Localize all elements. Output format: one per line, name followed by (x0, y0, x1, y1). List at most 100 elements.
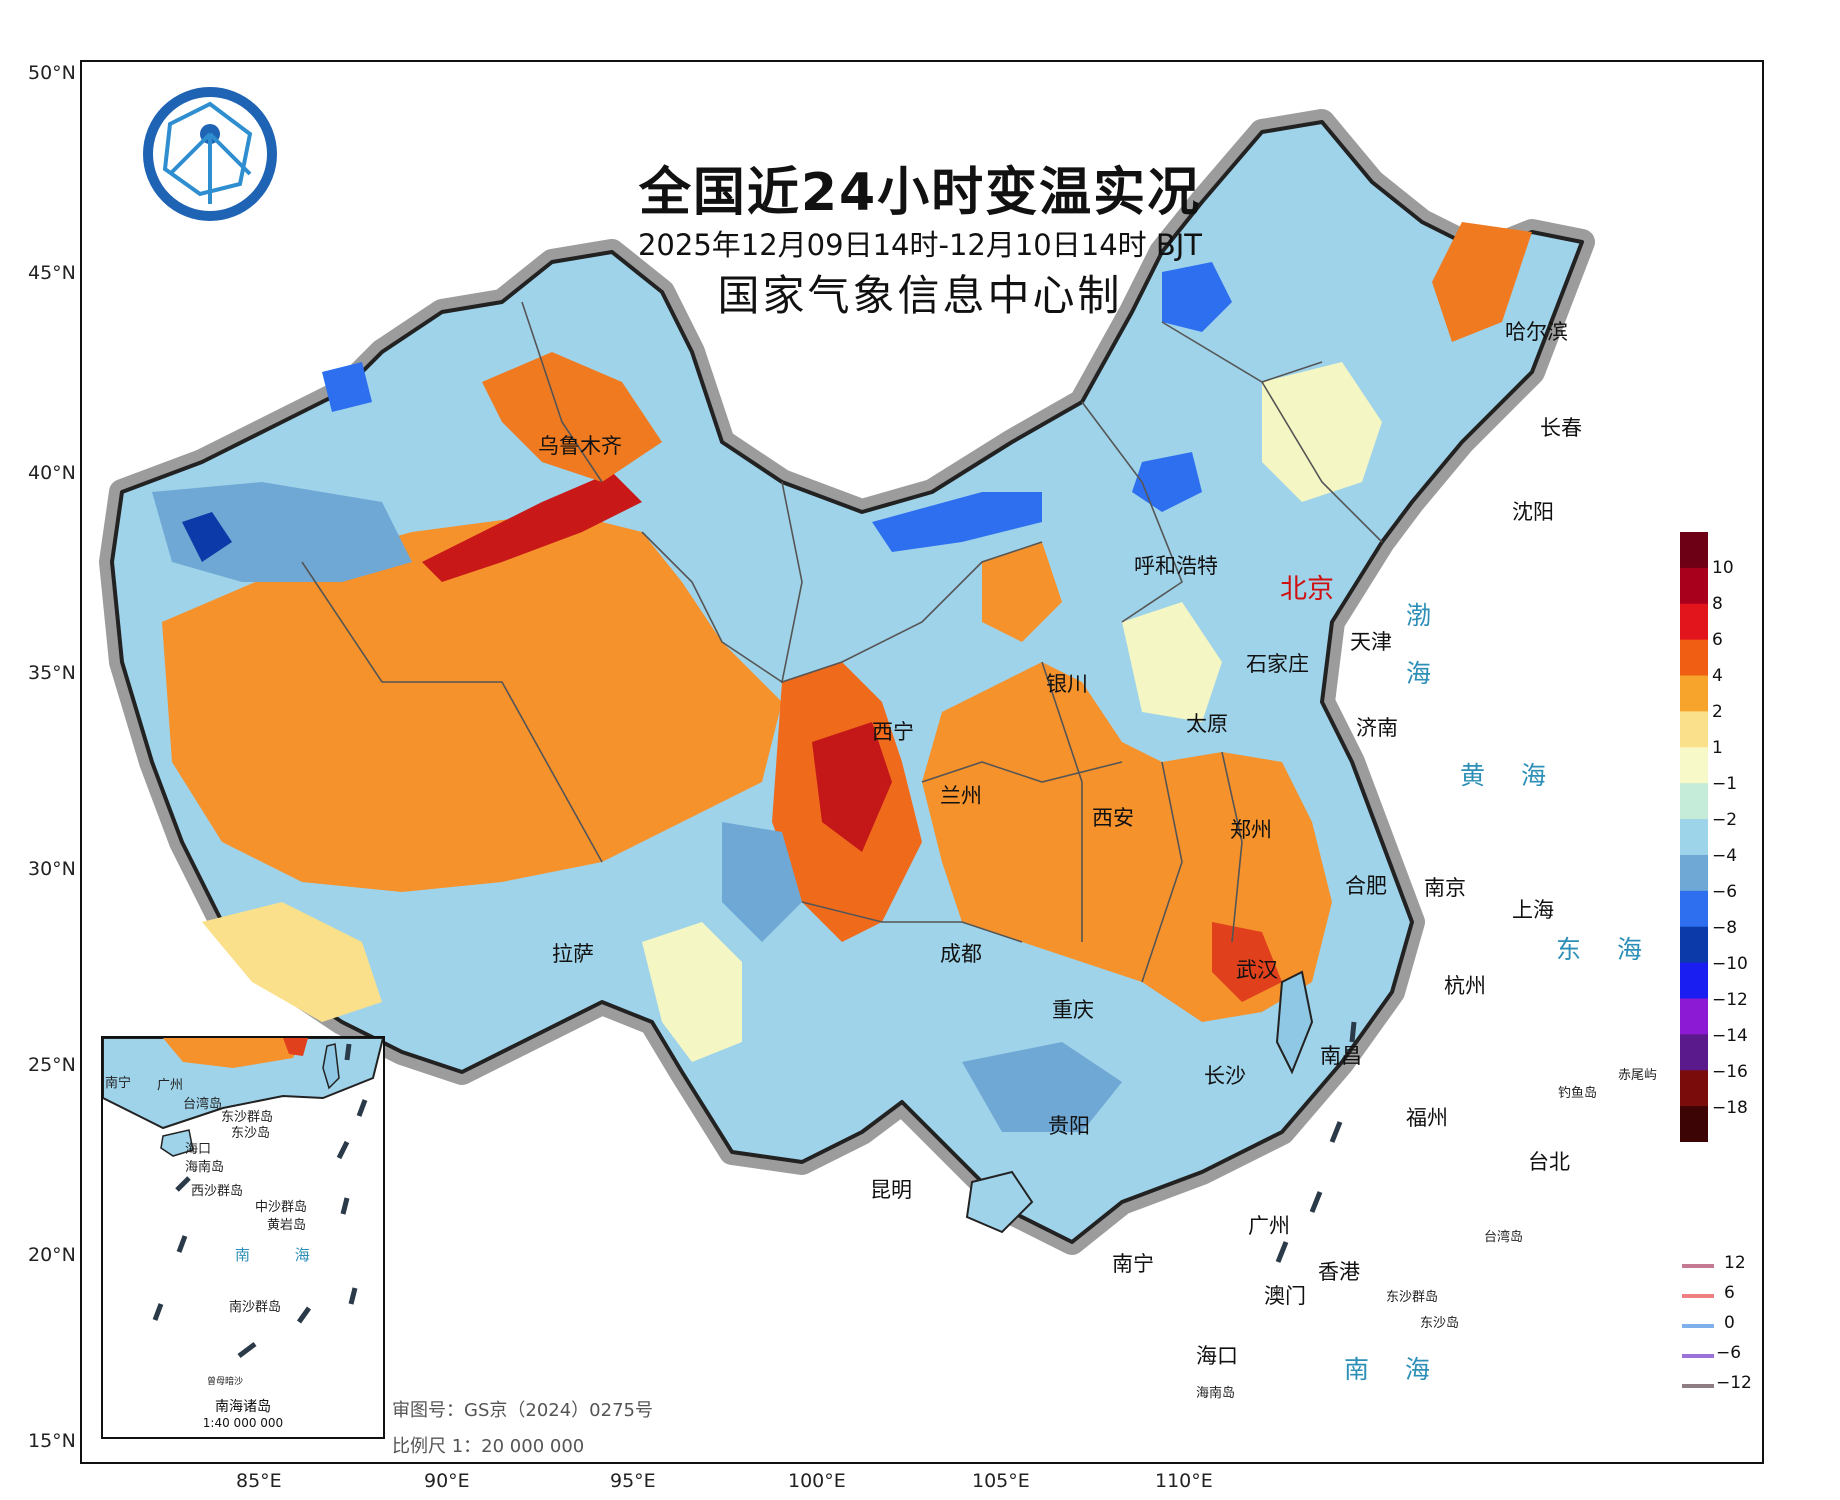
city-label: 成都 (940, 942, 982, 966)
island-label: 海南岛 (1196, 1386, 1236, 1401)
lat-label: 25°N (28, 1054, 76, 1076)
inset-map (103, 1038, 383, 1358)
inset-label: 东沙群岛 (221, 1110, 274, 1125)
sea-label: 南 海 (1344, 1355, 1444, 1384)
island-label: 东沙群岛 (1386, 1290, 1439, 1305)
contour-legend-label: −12 (1716, 1373, 1752, 1393)
colorbar-label: −2 (1712, 810, 1738, 830)
colorbar-label: −8 (1712, 918, 1738, 938)
lat-label: 45°N (28, 262, 76, 284)
city-label: 合肥 (1345, 874, 1387, 898)
colorbar-swatch (1680, 1070, 1708, 1107)
colorbar-swatch (1680, 639, 1708, 677)
colorbar-swatch (1680, 532, 1708, 569)
city-label: 澳门 (1264, 1284, 1306, 1308)
city-label: 南宁 (1112, 1252, 1154, 1276)
inset-label: 南宁 (105, 1076, 132, 1091)
colorbar-label: 2 (1712, 702, 1723, 722)
city-label: 杭州 (1444, 974, 1486, 998)
colorbar-label: 4 (1712, 666, 1723, 686)
colorbar (1680, 532, 1708, 1142)
city-label: 银川 (1046, 672, 1088, 696)
contour-legend-label: 12 (1724, 1253, 1746, 1273)
inset-label: 南沙群岛 (229, 1300, 282, 1315)
colorbar-swatch (1680, 1106, 1708, 1142)
colorbar-swatch (1680, 890, 1708, 928)
nmic-logo (143, 87, 277, 221)
colorbar-swatch (1680, 926, 1708, 964)
colorbar-swatch (1680, 1034, 1708, 1071)
city-label: 长春 (1540, 416, 1582, 440)
city-label: 太原 (1186, 712, 1228, 736)
city-label: 兰州 (940, 784, 982, 808)
lat-label: 40°N (28, 462, 76, 484)
city-label: 南京 (1424, 876, 1466, 900)
sea-label: 黄 海 (1460, 761, 1560, 790)
boundary-dash-line (1275, 1021, 1357, 1263)
island-label: 东沙岛 (1420, 1316, 1460, 1331)
south-china-sea-inset: 台湾岛 南宁 广州 东沙群岛 东沙岛 海口 海南岛 西沙群岛 中沙群岛 黄岩岛 … (101, 1036, 385, 1439)
colorbar-swatch (1680, 998, 1708, 1035)
city-label: 香港 (1318, 1260, 1360, 1284)
city-label: 西宁 (872, 720, 914, 744)
lon-label: 85°E (236, 1470, 282, 1492)
lon-label: 110°E (1155, 1470, 1213, 1492)
colorbar-swatch (1680, 819, 1708, 856)
island-label: 赤尾屿 (1618, 1068, 1658, 1083)
map-producer: 国家气象信息中心制 (717, 271, 1123, 320)
city-label: 贵阳 (1048, 1114, 1090, 1138)
lon-label: 95°E (610, 1470, 656, 1492)
city-label: 昆明 (870, 1178, 912, 1202)
city-label: 哈尔滨 (1505, 320, 1568, 344)
city-label: 广州 (1248, 1214, 1290, 1238)
inset-label: 黄岩岛 (267, 1218, 307, 1233)
colorbar-label: 10 (1712, 558, 1734, 578)
neutral-areas (202, 362, 1382, 1062)
city-label: 福州 (1406, 1106, 1448, 1130)
contour-legend (1682, 1264, 1714, 1388)
hainan-island (965, 1170, 1034, 1234)
city-label: 长沙 (1204, 1064, 1246, 1088)
lon-label: 90°E (424, 1470, 470, 1492)
colorbar-swatch (1680, 711, 1708, 748)
taiwan-island (1275, 970, 1314, 1075)
city-label: 拉萨 (552, 942, 594, 966)
city-label: 台北 (1528, 1150, 1570, 1174)
province-boundaries (301, 301, 1383, 983)
colorbar-label: 6 (1712, 630, 1723, 650)
colorbar-label: −16 (1712, 1062, 1748, 1082)
colorbar-label: 1 (1712, 738, 1723, 758)
inset-label: 西沙群岛 (191, 1184, 244, 1199)
sea-label: 东 海 (1556, 935, 1656, 964)
colorbar-label: −18 (1712, 1098, 1748, 1118)
lon-label: 100°E (788, 1470, 846, 1492)
city-label: 海口 (1196, 1344, 1238, 1368)
map-frame (80, 60, 1764, 1464)
city-label: 济南 (1356, 716, 1398, 740)
lon-label: 105°E (972, 1470, 1030, 1492)
inset-label: 广州 (157, 1078, 184, 1093)
city-label: 沈阳 (1512, 500, 1554, 524)
inset-label: 东沙岛 (231, 1126, 271, 1141)
city-label: 石家庄 (1246, 652, 1309, 676)
scale-text: 比例尺 1：20 000 000 (392, 1436, 585, 1457)
inset-sea-label: 南 海 (235, 1246, 330, 1264)
city-label: 西安 (1092, 806, 1134, 830)
sea-label: 渤 (1406, 601, 1446, 630)
contour-legend-label: 0 (1724, 1313, 1735, 1333)
colorbar-label: −14 (1712, 1026, 1748, 1046)
colorbar-swatch (1680, 567, 1708, 605)
lat-label: 20°N (28, 1244, 76, 1266)
inset-label: 曾母暗沙 (207, 1377, 244, 1387)
inset-label: 海口 (185, 1142, 212, 1157)
colorbar-label: −1 (1712, 774, 1738, 794)
colorbar-label: −6 (1712, 882, 1738, 902)
lat-label: 50°N (28, 62, 76, 84)
cooling-areas (152, 262, 1232, 1132)
colorbar-swatch (1680, 783, 1708, 820)
contour-legend-label: −6 (1716, 1343, 1742, 1363)
lat-label: 35°N (28, 662, 76, 684)
colorbar-swatch (1680, 747, 1708, 784)
capital-label: 北京 (1280, 574, 1334, 605)
temperature-change-map (99, 109, 1595, 1263)
